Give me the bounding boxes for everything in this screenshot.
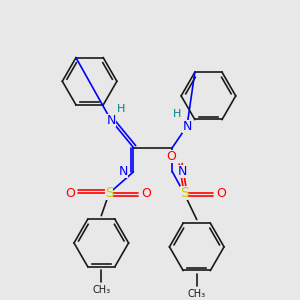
Text: S: S xyxy=(105,186,113,200)
Text: O: O xyxy=(167,150,176,163)
Text: N: N xyxy=(178,165,187,178)
Text: O: O xyxy=(216,187,226,200)
Text: N: N xyxy=(119,165,128,178)
Text: S: S xyxy=(180,186,188,200)
Text: H: H xyxy=(117,103,125,113)
Text: O: O xyxy=(65,187,75,200)
Text: N: N xyxy=(106,114,116,127)
Text: CH₃: CH₃ xyxy=(188,289,206,298)
Text: N: N xyxy=(182,120,192,133)
Text: CH₃: CH₃ xyxy=(92,285,110,295)
Text: H: H xyxy=(173,110,182,119)
Text: O: O xyxy=(141,187,151,200)
